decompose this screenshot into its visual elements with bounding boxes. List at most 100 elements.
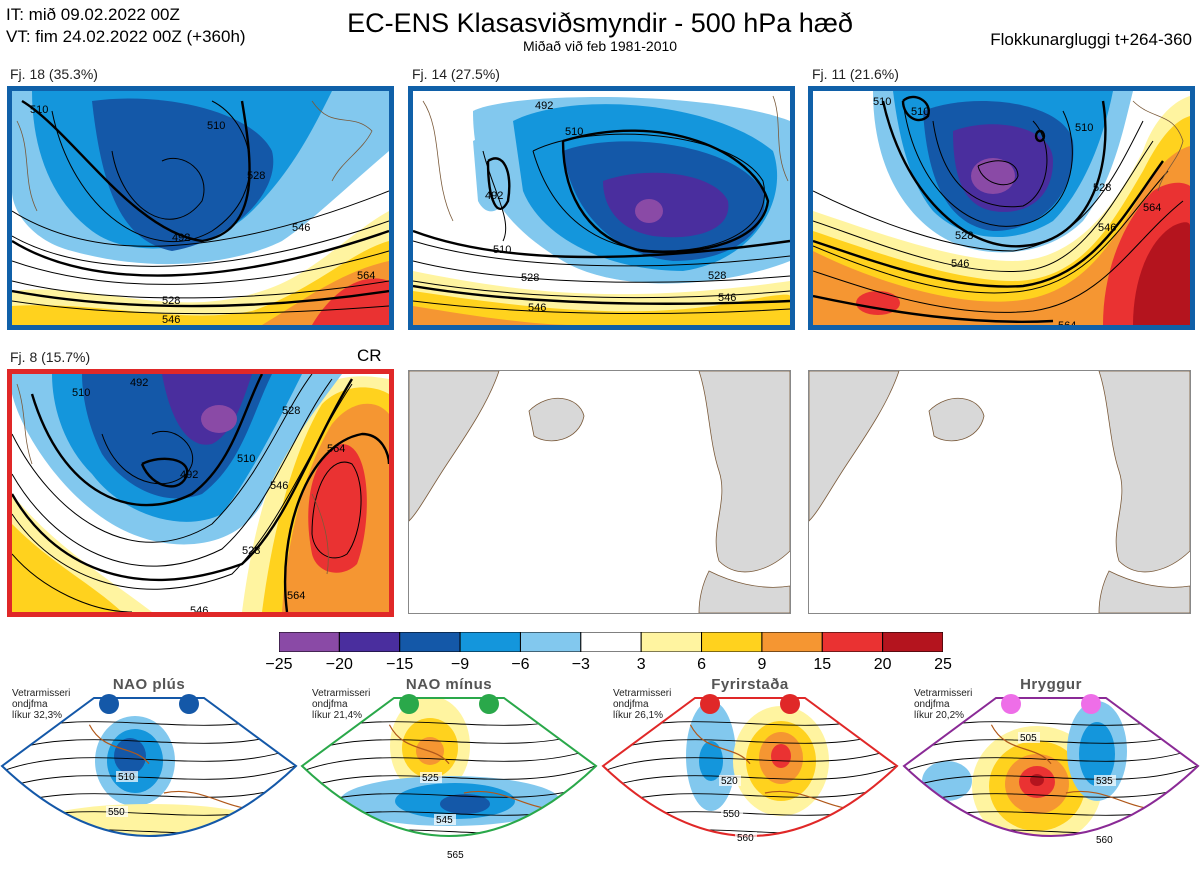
contour-label: 510 — [207, 120, 225, 132]
regime-info: Vetrarmisseri ondjfma líkur 21,4% — [312, 688, 370, 721]
regime-info-line: Vetrarmisseri — [914, 688, 973, 699]
colorbar — [279, 632, 943, 652]
regime-info-line: líkur 32,3% — [12, 710, 63, 721]
colorbar-tick-label: 3 — [636, 656, 646, 673]
regime-info-line: líkur 21,4% — [312, 710, 363, 721]
contour-label: 546 — [292, 222, 310, 234]
contour-label: 528 — [162, 295, 180, 307]
page-subtitle: Miðað við feb 1981-2010 — [522, 38, 678, 54]
regime-info-line: Vetrarmisseri — [312, 688, 371, 699]
regime-panel[interactable]: 525 545 565 NAO mínus Vetrarmisseri ondjfma lí… — [300, 676, 598, 871]
regime-contour-label: 535 — [1096, 776, 1113, 787]
contour-label: 528 — [247, 170, 265, 182]
regime-info-line: líkur 26,1% — [613, 710, 664, 721]
regime-center-dot — [99, 694, 119, 714]
cluster-3-label: Fj. 11 (21.6%) — [812, 66, 899, 82]
contour-label: 510 — [30, 104, 48, 116]
regime-panel[interactable]: 505 535 560 Hryggur Vetrarmisseri ondjfma líku… — [902, 676, 1200, 871]
regime-info: Vetrarmisseri ondjfma líkur 20,2% — [914, 688, 972, 721]
contour-label: 528 — [521, 272, 539, 284]
regime-center-dot — [399, 694, 419, 714]
page-title: EC-ENS Klasasviðsmyndir - 500 hPa hæð — [347, 8, 853, 38]
cluster-2-map[interactable]: 492 510 492 510 528 528 546 546 564 564 — [408, 86, 795, 330]
contour-label: 510 — [237, 453, 255, 465]
colorbar-swatch — [338, 632, 401, 652]
colorbar-swatch — [821, 632, 884, 652]
colorbar-tick-label: −25 — [265, 656, 293, 673]
contour-label: 564 — [357, 270, 375, 282]
regime-title: Fyrirstaða — [711, 676, 789, 693]
colorbar-tick-label: 20 — [873, 656, 892, 673]
regime-center-dot — [479, 694, 499, 714]
cluster-4-map[interactable]: 510 492 528 510 492 528 546 564 564 546 — [7, 369, 394, 617]
contour-label: 510 — [72, 387, 90, 399]
contour-label: 528 — [282, 405, 300, 417]
contour-label: 546 — [528, 302, 546, 314]
contour-label: 528 — [1093, 182, 1111, 194]
regime-info: Vetrarmisseri ondjfma líkur 32,3% — [12, 688, 70, 721]
regime-panel[interactable]: 510 550 NAO plús Vetrarmisseri ondjfma líkur … — [0, 676, 298, 871]
contour-label: 564 — [287, 590, 305, 602]
contour-label: 546 — [718, 292, 736, 304]
contour-label: 546 — [190, 605, 208, 612]
contour-label: 564 — [618, 324, 636, 325]
cluster-3-map[interactable]: 510 510 510 528 546 564 528 546 564 — [808, 86, 1195, 330]
regime-title: NAO plús — [112, 676, 186, 693]
regime-center-dot — [1001, 694, 1021, 714]
cluster-1-map[interactable]: 510 492 510 528 546 564 528 546 564 — [7, 86, 394, 330]
contour-label: 546 — [162, 314, 180, 325]
regime-contour-label: 550 — [723, 809, 740, 820]
colorbar-swatch — [399, 632, 461, 652]
regime-contour-label: 560 — [1096, 835, 1113, 846]
contour-label: 546 — [1098, 222, 1116, 234]
regime-contour-label: 525 — [422, 773, 439, 784]
regime-info-line: ondjfma — [914, 699, 950, 710]
colorbar-swatch — [459, 632, 521, 652]
classification-window: Flokkunargluggi t+264-360 — [990, 30, 1192, 49]
empty-map-2[interactable] — [808, 370, 1191, 614]
cluster-4-label: Fj. 8 (15.7%) — [10, 349, 91, 365]
empty-map-1[interactable] — [408, 370, 791, 614]
regime-info: Vetrarmisseri ondjfma líkur 26,1% — [613, 688, 671, 721]
contour-label: 492 — [535, 100, 553, 112]
contour-label: 546 — [951, 258, 969, 270]
colorbar-swatch — [279, 632, 340, 652]
regime-panel[interactable]: 520 550 560 Fyrirstaða Vetrarmisseri ondjfma l… — [601, 676, 899, 871]
contour-label: 528 — [242, 545, 260, 557]
cr-tag: CR — [357, 346, 382, 365]
contour-label: 510 — [1075, 122, 1093, 134]
colorbar-swatch — [640, 632, 703, 652]
cluster-2-label: Fj. 14 (27.5%) — [412, 66, 500, 82]
regime-contour-label: 560 — [737, 833, 754, 844]
regime-info-line: Vetrarmisseri — [613, 688, 672, 699]
colorbar-tick-label: 15 — [813, 656, 832, 673]
regime-contour-label: 510 — [118, 772, 135, 783]
colorbar-swatch — [882, 632, 943, 652]
regime-info-line: ondjfma — [312, 699, 348, 710]
regime-center-dot — [1081, 694, 1101, 714]
contour-label: 492 — [130, 377, 148, 389]
regime-info-line: ondjfma — [613, 699, 649, 710]
colorbar-tick-label: −6 — [511, 656, 530, 673]
colorbar-swatch — [701, 632, 763, 652]
regime-info-line: Vetrarmisseri — [12, 688, 71, 699]
contour-label: 510 — [873, 96, 891, 108]
regime-contour-label: 520 — [721, 776, 738, 787]
contour-label: 510 — [911, 106, 929, 118]
valid-time: VT: fim 24.02.2022 00Z (+360h) — [6, 27, 246, 46]
colorbar-tick-label: −3 — [571, 656, 590, 673]
regime-title: Hryggur — [1020, 676, 1082, 693]
colorbar-tick-label: −15 — [386, 656, 414, 673]
regime-center-dot — [179, 694, 199, 714]
colorbar-tick-label: −20 — [325, 656, 353, 673]
regime-info-line: ondjfma — [12, 699, 48, 710]
contour-label: 510 — [493, 244, 511, 256]
colorbar-tick-label: 25 — [934, 656, 952, 673]
contour-label: 564 — [327, 443, 345, 455]
contour-label: 528 — [708, 270, 726, 282]
regime-contour-label: 545 — [436, 815, 453, 826]
regime-contour-label: 565 — [447, 850, 464, 861]
init-time: IT: mið 09.02.2022 00Z — [6, 5, 180, 24]
regime-center-dot — [700, 694, 720, 714]
colorbar-swatch — [580, 632, 642, 652]
